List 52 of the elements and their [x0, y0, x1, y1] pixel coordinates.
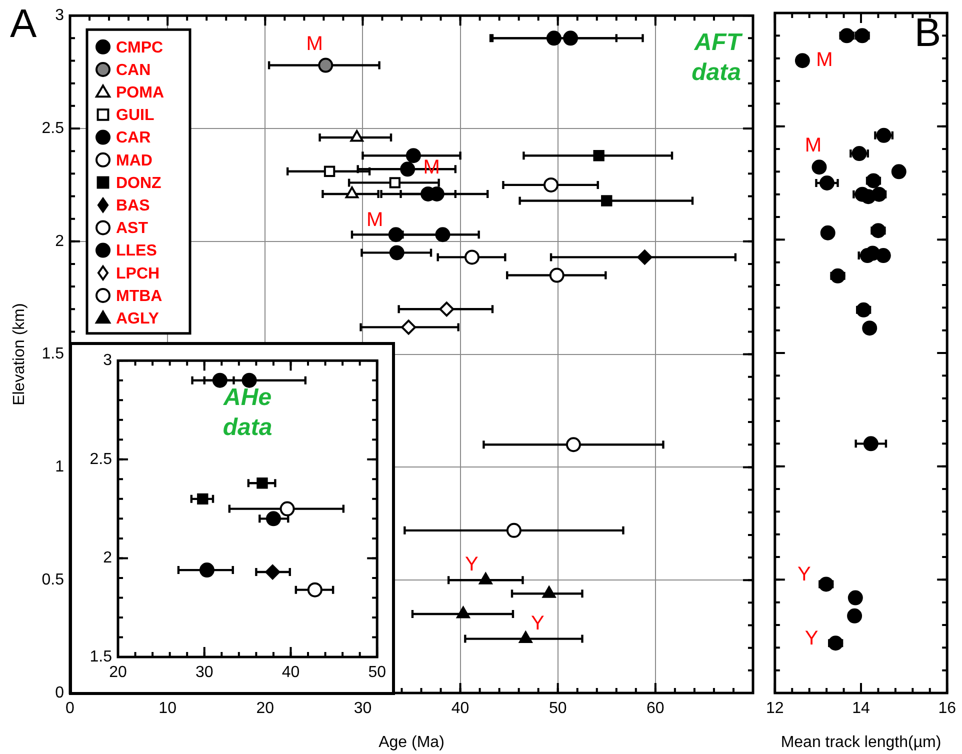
annotation: M [804, 134, 822, 157]
x-axis-title: Mean track length(µm) [780, 734, 942, 751]
y-tick-label: 1 [55, 458, 64, 476]
legend-label: AST [116, 220, 148, 238]
legend-label: LPCH [116, 265, 160, 282]
annotation: AHe data [222, 384, 272, 442]
y-tick-label: 3 [55, 7, 64, 24]
legend-label: DONZ [116, 174, 162, 192]
annotation: AFT data [692, 29, 744, 86]
x-axis-title: Age (Ma) [378, 734, 444, 751]
x-tick-label: 40 [451, 700, 470, 718]
y-tick-label: 0 [55, 684, 64, 702]
legend-label: CMPC [116, 39, 164, 56]
y-tick-label: 2 [55, 232, 64, 250]
y-tick-label: 0.5 [42, 572, 64, 589]
y-tick-label: 1.5 [90, 648, 112, 666]
legend-label: CAN [116, 62, 151, 79]
x-tick-label: 12 [766, 700, 784, 718]
y-tick-label: 1.5 [42, 346, 64, 363]
y-tick-label: 2 [103, 550, 112, 567]
x-tick-label: 30 [195, 664, 214, 682]
y-tick-label: 2.5 [90, 450, 112, 468]
annotation: Y [797, 564, 811, 586]
x-tick-label: 14 [852, 700, 870, 718]
annotation: Y [464, 554, 478, 576]
x-tick-label: 40 [282, 664, 300, 682]
legend-label: POMA [116, 84, 164, 102]
x-tick-label: 50 [368, 664, 386, 682]
annotation: Y [530, 612, 544, 634]
chart-title: B [914, 11, 942, 56]
legend-label: LLES [116, 242, 158, 260]
legend-label: CAR [116, 130, 152, 147]
annotation: Y [804, 628, 818, 650]
y-axis-title: Elevation (km) [11, 303, 28, 406]
x-tick-label: 16 [938, 700, 956, 718]
x-tick-label: 50 [548, 700, 567, 718]
x-tick-label: 20 [109, 664, 127, 682]
annotation: M [306, 32, 323, 55]
x-tick-label: 60 [646, 700, 664, 718]
y-tick-label: 3 [103, 352, 112, 370]
legend-label: MAD [116, 152, 152, 170]
chart-title: A [10, 2, 37, 46]
annotation: M [366, 209, 384, 232]
legend-label: GUIL [116, 107, 154, 124]
y-tick-label: 2.5 [42, 120, 64, 137]
annotation: M [816, 49, 833, 72]
legend-label: BAS [116, 198, 150, 215]
legend-label: MTBA [116, 288, 163, 305]
x-tick-label: 30 [354, 700, 372, 718]
x-tick-label: 10 [158, 700, 177, 718]
x-tick-label: 20 [256, 700, 274, 718]
legend-label: AGLY [116, 310, 160, 328]
